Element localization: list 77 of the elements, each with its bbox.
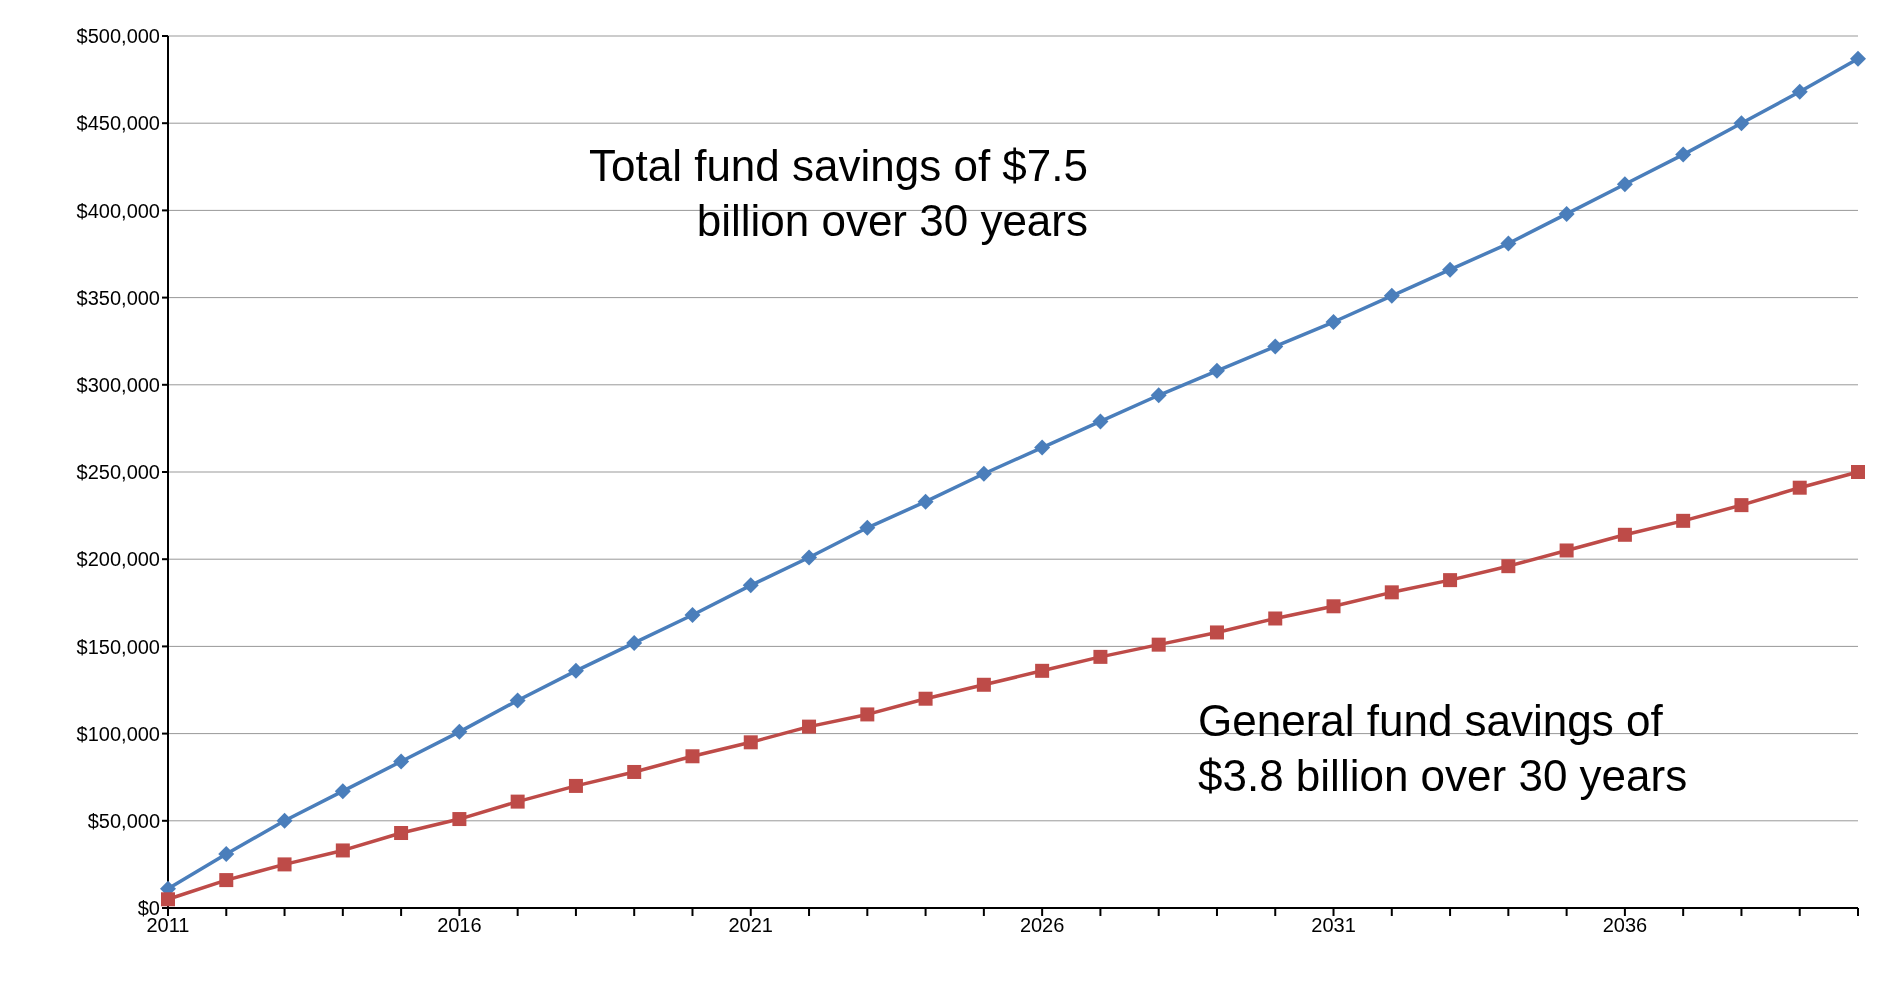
y-tick-label: $450,000 bbox=[76, 112, 160, 135]
point bbox=[1442, 261, 1459, 278]
point bbox=[510, 794, 525, 809]
point bbox=[802, 719, 817, 734]
y-tick-label: $350,000 bbox=[76, 286, 160, 309]
point bbox=[335, 843, 350, 858]
x-tick-label: 2016 bbox=[437, 914, 482, 937]
point bbox=[1617, 527, 1632, 542]
point bbox=[1558, 205, 1575, 222]
y-tick-label: $150,000 bbox=[76, 635, 160, 658]
point bbox=[743, 735, 758, 750]
point bbox=[684, 607, 701, 624]
point bbox=[1035, 663, 1050, 678]
point bbox=[1616, 176, 1633, 193]
annotation: Total fund savings of $7.5 billion over 30 years bbox=[588, 140, 1088, 247]
annotation: General fund savings of $3.8 billion over 30 years bbox=[1198, 695, 1689, 802]
point bbox=[1093, 649, 1108, 664]
point bbox=[567, 662, 584, 679]
point bbox=[801, 549, 818, 566]
point bbox=[975, 465, 992, 482]
point bbox=[1208, 362, 1225, 379]
y-tick-label: $500,000 bbox=[76, 25, 160, 48]
point bbox=[161, 892, 175, 907]
point bbox=[1850, 50, 1866, 67]
point bbox=[451, 723, 468, 740]
point bbox=[1150, 387, 1167, 404]
y-tick-label: $400,000 bbox=[76, 199, 160, 222]
point bbox=[393, 753, 410, 770]
point bbox=[1267, 338, 1284, 355]
point bbox=[626, 634, 643, 651]
point bbox=[917, 493, 934, 510]
y-tick-label: $200,000 bbox=[76, 548, 160, 571]
point bbox=[1733, 115, 1750, 132]
point bbox=[918, 691, 933, 706]
x-tick-label: 2026 bbox=[1019, 914, 1065, 937]
point bbox=[1676, 513, 1691, 528]
y-tick-label: $300,000 bbox=[76, 373, 160, 396]
point bbox=[1268, 611, 1283, 626]
point bbox=[742, 577, 759, 594]
point bbox=[509, 692, 526, 709]
x-tick-label: 2036 bbox=[1602, 914, 1648, 937]
point bbox=[568, 778, 583, 793]
point bbox=[1675, 146, 1692, 163]
point bbox=[1209, 625, 1224, 640]
point bbox=[219, 873, 234, 888]
point bbox=[1500, 235, 1517, 252]
point bbox=[976, 677, 991, 692]
point bbox=[452, 812, 467, 827]
point bbox=[277, 857, 292, 872]
point bbox=[1325, 314, 1342, 331]
point bbox=[685, 749, 700, 764]
point bbox=[1326, 599, 1341, 614]
x-tick-label: 2031 bbox=[1311, 914, 1356, 937]
point bbox=[1151, 637, 1166, 652]
point bbox=[1383, 287, 1400, 304]
point bbox=[1559, 543, 1574, 558]
point bbox=[860, 707, 875, 722]
y-tick-label: $100,000 bbox=[76, 722, 160, 745]
y-tick-label: $50,000 bbox=[87, 809, 160, 832]
point bbox=[218, 845, 235, 862]
point bbox=[1034, 439, 1051, 456]
point bbox=[1501, 559, 1516, 574]
x-tick-label: 2021 bbox=[728, 914, 774, 937]
y-tick-label: $250,000 bbox=[76, 461, 160, 484]
point bbox=[1443, 573, 1458, 588]
point bbox=[1734, 498, 1749, 513]
point bbox=[1851, 465, 1865, 479]
point bbox=[627, 764, 642, 779]
x-tick-label: 2011 bbox=[146, 914, 190, 937]
point bbox=[859, 519, 876, 536]
point bbox=[334, 783, 351, 800]
point bbox=[1791, 83, 1808, 100]
point bbox=[276, 812, 293, 829]
point bbox=[1384, 585, 1399, 600]
point bbox=[1092, 413, 1109, 430]
point bbox=[394, 826, 409, 841]
point bbox=[1792, 480, 1807, 495]
